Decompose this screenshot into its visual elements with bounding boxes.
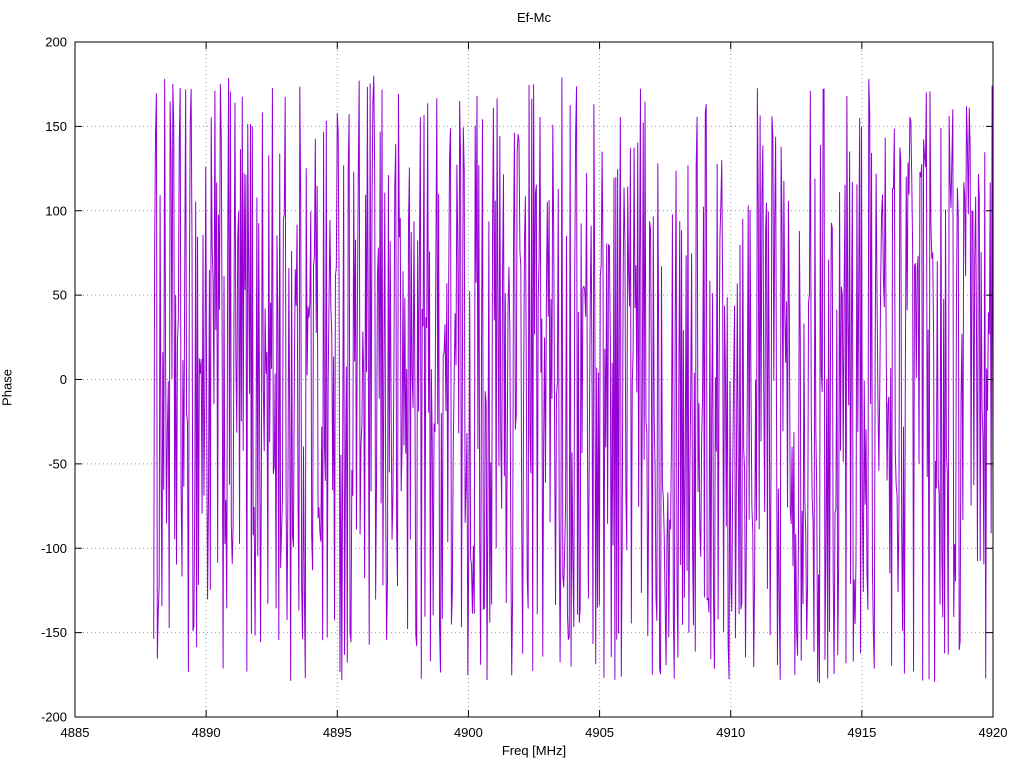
- y-tick-label: 150: [45, 119, 67, 134]
- y-tick-label: -150: [41, 625, 67, 640]
- x-tick-label: 4910: [716, 725, 745, 740]
- x-tick-label: 4900: [454, 725, 483, 740]
- y-tick-label: -200: [41, 710, 67, 725]
- chart-title: Ef-Mc: [517, 10, 551, 25]
- x-tick-label: 4920: [979, 725, 1008, 740]
- x-axis-label: Freq [MHz]: [501, 743, 567, 758]
- y-axis-label: Phase: [0, 369, 15, 406]
- y-tick-label: 200: [45, 35, 67, 50]
- phase-series-line: [153, 75, 994, 684]
- y-tick-label: 50: [53, 288, 67, 303]
- x-tick-label: 4885: [61, 725, 90, 740]
- y-tick-label: 100: [45, 203, 67, 218]
- y-tick-label: -50: [48, 456, 67, 471]
- y-tick-label: 0: [60, 372, 67, 387]
- x-tick-label: 4905: [585, 725, 614, 740]
- x-tick-label: 4915: [847, 725, 876, 740]
- x-tick-label: 4890: [192, 725, 221, 740]
- x-tick-label: 4895: [323, 725, 352, 740]
- y-tick-label: -100: [41, 541, 67, 556]
